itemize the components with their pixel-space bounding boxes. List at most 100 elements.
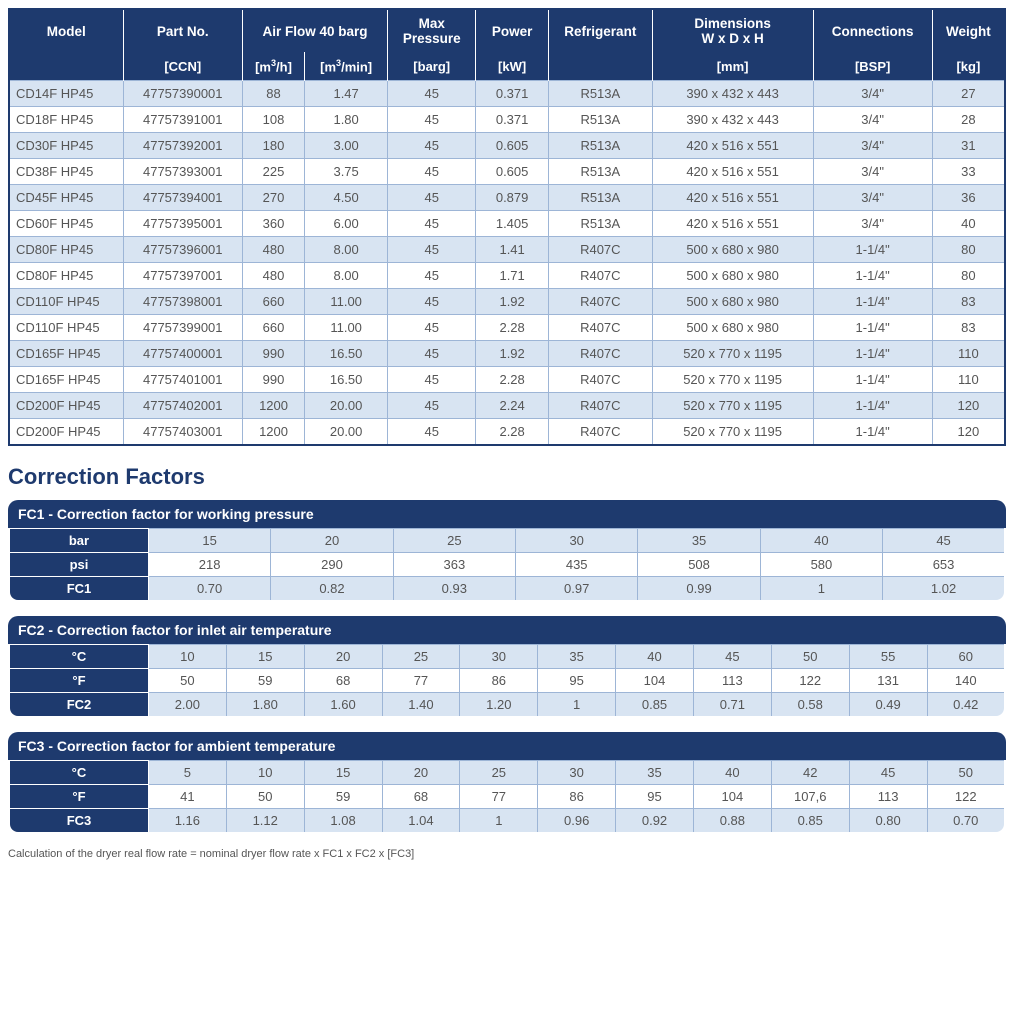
fc-cell: 131 [849,669,927,693]
table-cell: 660 [242,315,304,341]
fc2-table: °C1015202530354045505560°F50596877869510… [8,644,1006,718]
col-subheader: [kg] [932,52,1005,81]
table-cell: 88 [242,81,304,107]
fc-cell: 140 [927,669,1005,693]
fc-row: °C510152025303540424550 [9,761,1005,785]
fc-cell: 290 [271,553,393,577]
fc-cell: 1.08 [304,809,382,834]
fc-row-label: FC1 [9,577,148,602]
table-cell: 1-1/4" [813,341,932,367]
table-cell: R407C [548,315,652,341]
col-header: Connections [813,9,932,52]
fc-row-label: bar [9,529,148,553]
fc-cell: 20 [271,529,393,553]
fc-cell: 653 [883,553,1005,577]
fc1-table: bar15202530354045psi21829036343550858065… [8,528,1006,602]
table-cell: CD30F HP45 [9,133,123,159]
table-cell: 420 x 516 x 551 [652,159,813,185]
fc-row: °C1015202530354045505560 [9,645,1005,669]
table-cell: 1-1/4" [813,237,932,263]
table-cell: 3.00 [305,133,388,159]
table-cell: 2.28 [476,367,549,393]
fc-cell: 50 [148,669,226,693]
table-cell: 990 [242,367,304,393]
table-cell: CD200F HP45 [9,419,123,446]
fc-cell: 42 [771,761,849,785]
table-cell: 420 x 516 x 551 [652,185,813,211]
table-cell: CD110F HP45 [9,315,123,341]
fc-row-label: °C [9,645,148,669]
table-cell: R513A [548,211,652,237]
table-cell: 390 x 432 x 443 [652,107,813,133]
fc-cell: 1.12 [226,809,304,834]
table-cell: 3/4" [813,81,932,107]
table-cell: 45 [388,315,476,341]
table-cell: CD80F HP45 [9,263,123,289]
fc-cell: 30 [538,761,616,785]
fc-cell: 35 [616,761,694,785]
fc1-title: FC1 - Correction factor for working pres… [8,500,1006,528]
table-cell: 500 x 680 x 980 [652,315,813,341]
fc-cell: 0.80 [849,809,927,834]
fc-cell: 77 [382,669,460,693]
table-cell: 47757395001 [123,211,242,237]
table-cell: R407C [548,263,652,289]
col-subheader [9,52,123,81]
table-cell: 47757391001 [123,107,242,133]
table-cell: 1.92 [476,341,549,367]
table-cell: CD200F HP45 [9,393,123,419]
fc-cell: 435 [516,553,638,577]
table-cell: 3/4" [813,211,932,237]
fc-cell: 30 [516,529,638,553]
table-cell: 0.371 [476,81,549,107]
fc-cell: 45 [883,529,1005,553]
table-cell: 1-1/4" [813,367,932,393]
fc-row-label: °F [9,669,148,693]
table-cell: 420 x 516 x 551 [652,133,813,159]
fc-cell: 580 [760,553,882,577]
fc-cell: 25 [460,761,538,785]
table-cell: 45 [388,419,476,446]
fc-row: FC31.161.121.081.0410.960.920.880.850.80… [9,809,1005,834]
fc-row-label: psi [9,553,148,577]
table-cell: R513A [548,107,652,133]
table-cell: 47757393001 [123,159,242,185]
table-cell: 1-1/4" [813,419,932,446]
fc-row-label: FC2 [9,693,148,718]
table-cell: 108 [242,107,304,133]
fc-cell: 0.70 [148,577,270,602]
fc3-block: FC3 - Correction factor for ambient temp… [8,732,1006,834]
table-cell: 500 x 680 x 980 [652,237,813,263]
table-row: CD80F HP45477573960014808.00451.41R407C5… [9,237,1005,263]
table-cell: 0.879 [476,185,549,211]
fc1-block: FC1 - Correction factor for working pres… [8,500,1006,602]
table-cell: 45 [388,107,476,133]
table-cell: 8.00 [305,237,388,263]
fc-cell: 0.99 [638,577,760,602]
table-cell: 520 x 770 x 1195 [652,393,813,419]
fc-cell: 1 [460,809,538,834]
table-cell: 33 [932,159,1005,185]
fc-cell: 1.20 [460,693,538,718]
table-row: CD200F HP4547757403001120020.00452.28R40… [9,419,1005,446]
table-row: CD165F HP454775740100199016.50452.28R407… [9,367,1005,393]
col-subheader: [m3/min] [305,52,388,81]
table-row: CD165F HP454775740000199016.50451.92R407… [9,341,1005,367]
table-cell: 1.41 [476,237,549,263]
table-cell: 16.50 [305,367,388,393]
table-cell: 45 [388,263,476,289]
fc-cell: 0.71 [693,693,771,718]
col-subheader: [barg] [388,52,476,81]
fc-cell: 68 [382,785,460,809]
col-header: Refrigerant [548,9,652,52]
table-row: CD38F HP45477573930012253.75450.605R513A… [9,159,1005,185]
table-cell: R513A [548,185,652,211]
fc-cell: 113 [693,669,771,693]
fc-cell: 0.49 [849,693,927,718]
fc-cell: 218 [148,553,270,577]
table-cell: CD38F HP45 [9,159,123,185]
table-cell: R407C [548,367,652,393]
fc-cell: 0.85 [771,809,849,834]
col-header: Power [476,9,549,52]
table-cell: R513A [548,159,652,185]
